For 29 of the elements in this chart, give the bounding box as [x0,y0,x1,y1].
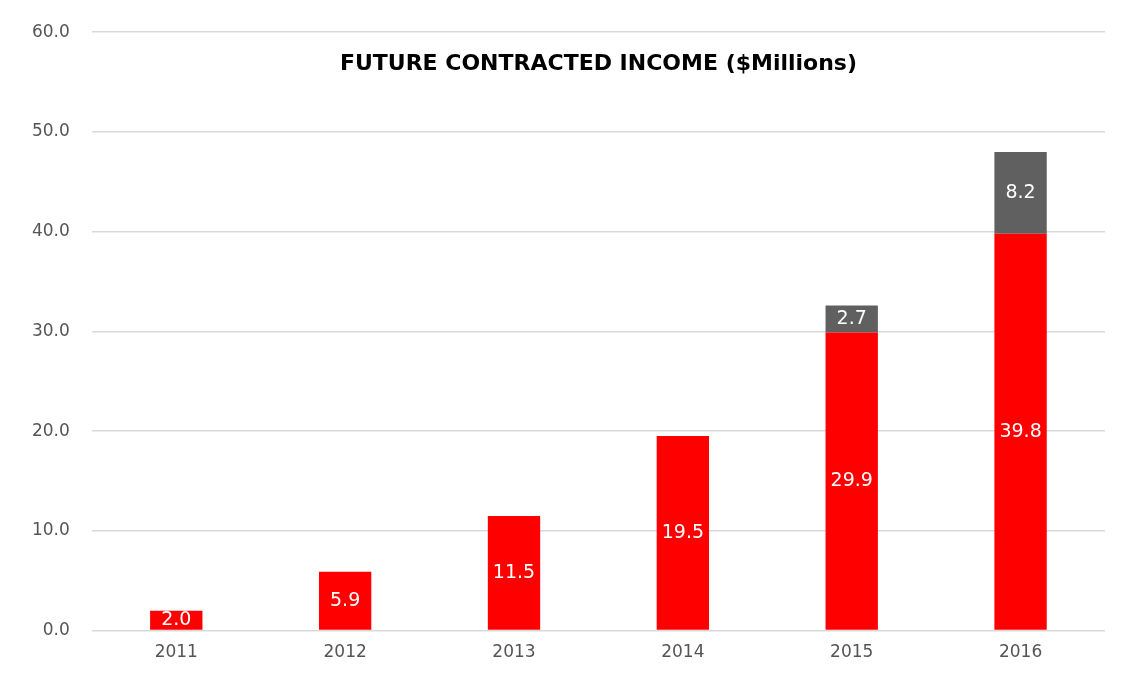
data-label: 11.5 [492,559,536,582]
data-label: 39.8 [999,418,1042,441]
y-tick-label: 60.0 [31,20,70,41]
bar [656,436,710,630]
x-tick-label: 2014 [661,641,705,662]
x-tick-label: 2013 [492,641,536,662]
y-tick-label: 20.0 [31,419,70,440]
y-tick-label: 0.0 [42,619,70,640]
y-tick-label: 30.0 [31,319,70,340]
bar [825,332,878,630]
x-tick-label: 2011 [154,641,198,662]
data-label: 8.2 [1005,179,1036,202]
x-tick-label: 2012 [323,641,367,662]
bar [825,305,878,333]
data-label: 19.5 [661,519,705,542]
bar [994,233,1047,630]
data-label: 5.9 [330,587,361,610]
text: FUTURE CONTRACTED INCOME ($Millions) [339,49,857,75]
x-tick-label: 2016 [998,641,1043,662]
x-tick-label: 2015 [830,641,874,662]
data-label: 2.0 [161,607,192,630]
y-tick-label: 10.0 [31,519,70,540]
y-tick-label: 40.0 [31,220,70,241]
data-label: 29.9 [830,468,873,491]
bar [994,151,1047,234]
y-tick-label: 50.0 [31,120,70,141]
data-label: 2.7 [836,305,867,328]
bar [318,571,372,630]
bar [487,515,541,630]
